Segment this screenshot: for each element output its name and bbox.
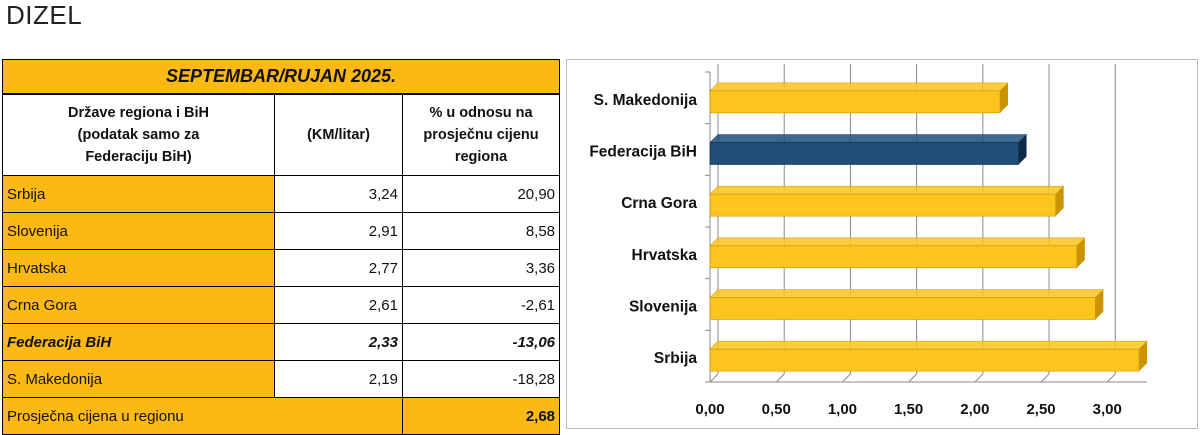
row-price: 2,91 — [274, 212, 403, 250]
average-value: 2,68 — [401, 397, 561, 435]
row-country: Slovenija — [2, 212, 275, 250]
row-percent: 20,90 — [401, 175, 561, 213]
x-tick-label: 2,50 — [1026, 401, 1055, 418]
row-price: 3,24 — [274, 175, 403, 213]
row-price: 2,77 — [274, 249, 403, 287]
x-tick-label: 0,00 — [695, 401, 724, 418]
category-label: Srbija — [654, 350, 697, 367]
bar-top — [709, 82, 1009, 92]
table-row: Srbija 3,24 20,90 — [2, 175, 561, 213]
bar — [709, 245, 1078, 269]
bar — [709, 193, 1056, 217]
bar-end — [1055, 186, 1064, 217]
category-label: Hrvatska — [632, 247, 698, 264]
gridline-floor — [1106, 373, 1116, 383]
bar-end — [1076, 237, 1085, 268]
bar — [709, 297, 1096, 320]
x-tick-label: 0,50 — [762, 401, 791, 418]
row-price: 2,19 — [274, 360, 403, 398]
bar-chart: 0,00 0,50 1,00 1,50 2,00 2,50 3,00 S. Makedonij… — [566, 59, 1198, 429]
table-row-average: Prosječna cijena u regionu 2,68 — [2, 397, 561, 435]
column-header-country: Države regiona i BiH (podatak samo za Fe… — [2, 93, 275, 176]
x-tick-label: 3,00 — [1093, 401, 1122, 418]
price-table: SEPTEMBAR/RUJAN 2025. Države regiona i B… — [1, 59, 561, 435]
row-price: 2,61 — [274, 286, 403, 324]
bar-end — [1018, 134, 1027, 165]
gridline-floor — [974, 373, 984, 383]
row-percent: 3,36 — [401, 249, 561, 287]
table-title: SEPTEMBAR/RUJAN 2025. — [1, 59, 561, 95]
gridline-floor — [1040, 373, 1050, 383]
row-country: S. Makedonija — [2, 360, 275, 398]
bar-top — [709, 185, 1065, 195]
column-header-price: (KM/litar) — [274, 93, 403, 176]
table-row-highlight: Federacija BiH 2,33 -13,06 — [2, 323, 561, 361]
bar — [709, 90, 1001, 114]
bar-end — [1139, 341, 1148, 372]
row-percent: 8,58 — [401, 212, 561, 250]
gridline-floor — [908, 373, 917, 383]
bar — [709, 348, 1140, 372]
page-heading: DIZEL — [6, 0, 83, 30]
bar-chart-svg: 0,00 0,50 1,00 1,50 2,00 2,50 3,00 S. Makedonij… — [589, 64, 1148, 418]
table-row: Crna Gora 2,61 -2,61 — [2, 286, 561, 324]
x-tick-label: 2,00 — [960, 401, 989, 418]
average-label: Prosječna cijena u regionu — [2, 397, 403, 435]
x-tick-label: 1,50 — [894, 401, 923, 418]
row-country: Srbija — [2, 175, 275, 213]
gridline-floor — [842, 373, 851, 383]
bar-top — [709, 340, 1148, 350]
row-percent: -18,28 — [401, 360, 561, 398]
category-label: S. Makedonija — [594, 92, 698, 109]
row-percent: -13,06 — [401, 323, 561, 361]
bar-end — [1095, 289, 1104, 320]
category-label: Federacija BiH — [589, 144, 697, 161]
column-header-percent: % u odnosu na prosječnu cijenu regiona — [401, 93, 561, 176]
table-row: S. Makedonija 2,19 -18,28 — [2, 360, 561, 398]
row-country: Hrvatska — [2, 249, 275, 287]
table-row: Hrvatska 2,77 3,36 — [2, 249, 561, 287]
row-price: 2,33 — [274, 323, 403, 361]
row-country: Crna Gora — [2, 286, 275, 324]
bar-top — [709, 237, 1086, 247]
category-label: Slovenija — [629, 299, 697, 316]
category-label: Crna Gora — [621, 195, 697, 212]
gridline-floor — [709, 373, 719, 383]
bar — [709, 142, 1019, 165]
gridline-floor — [775, 373, 785, 383]
bar-end — [1000, 82, 1009, 113]
row-percent: -2,61 — [401, 286, 561, 324]
x-tick-label: 1,00 — [828, 401, 857, 418]
row-country: Federacija BiH — [2, 323, 275, 361]
bar-top — [709, 134, 1028, 143]
bar-top — [709, 289, 1105, 298]
table-row: Slovenija 2,91 8,58 — [2, 212, 561, 250]
